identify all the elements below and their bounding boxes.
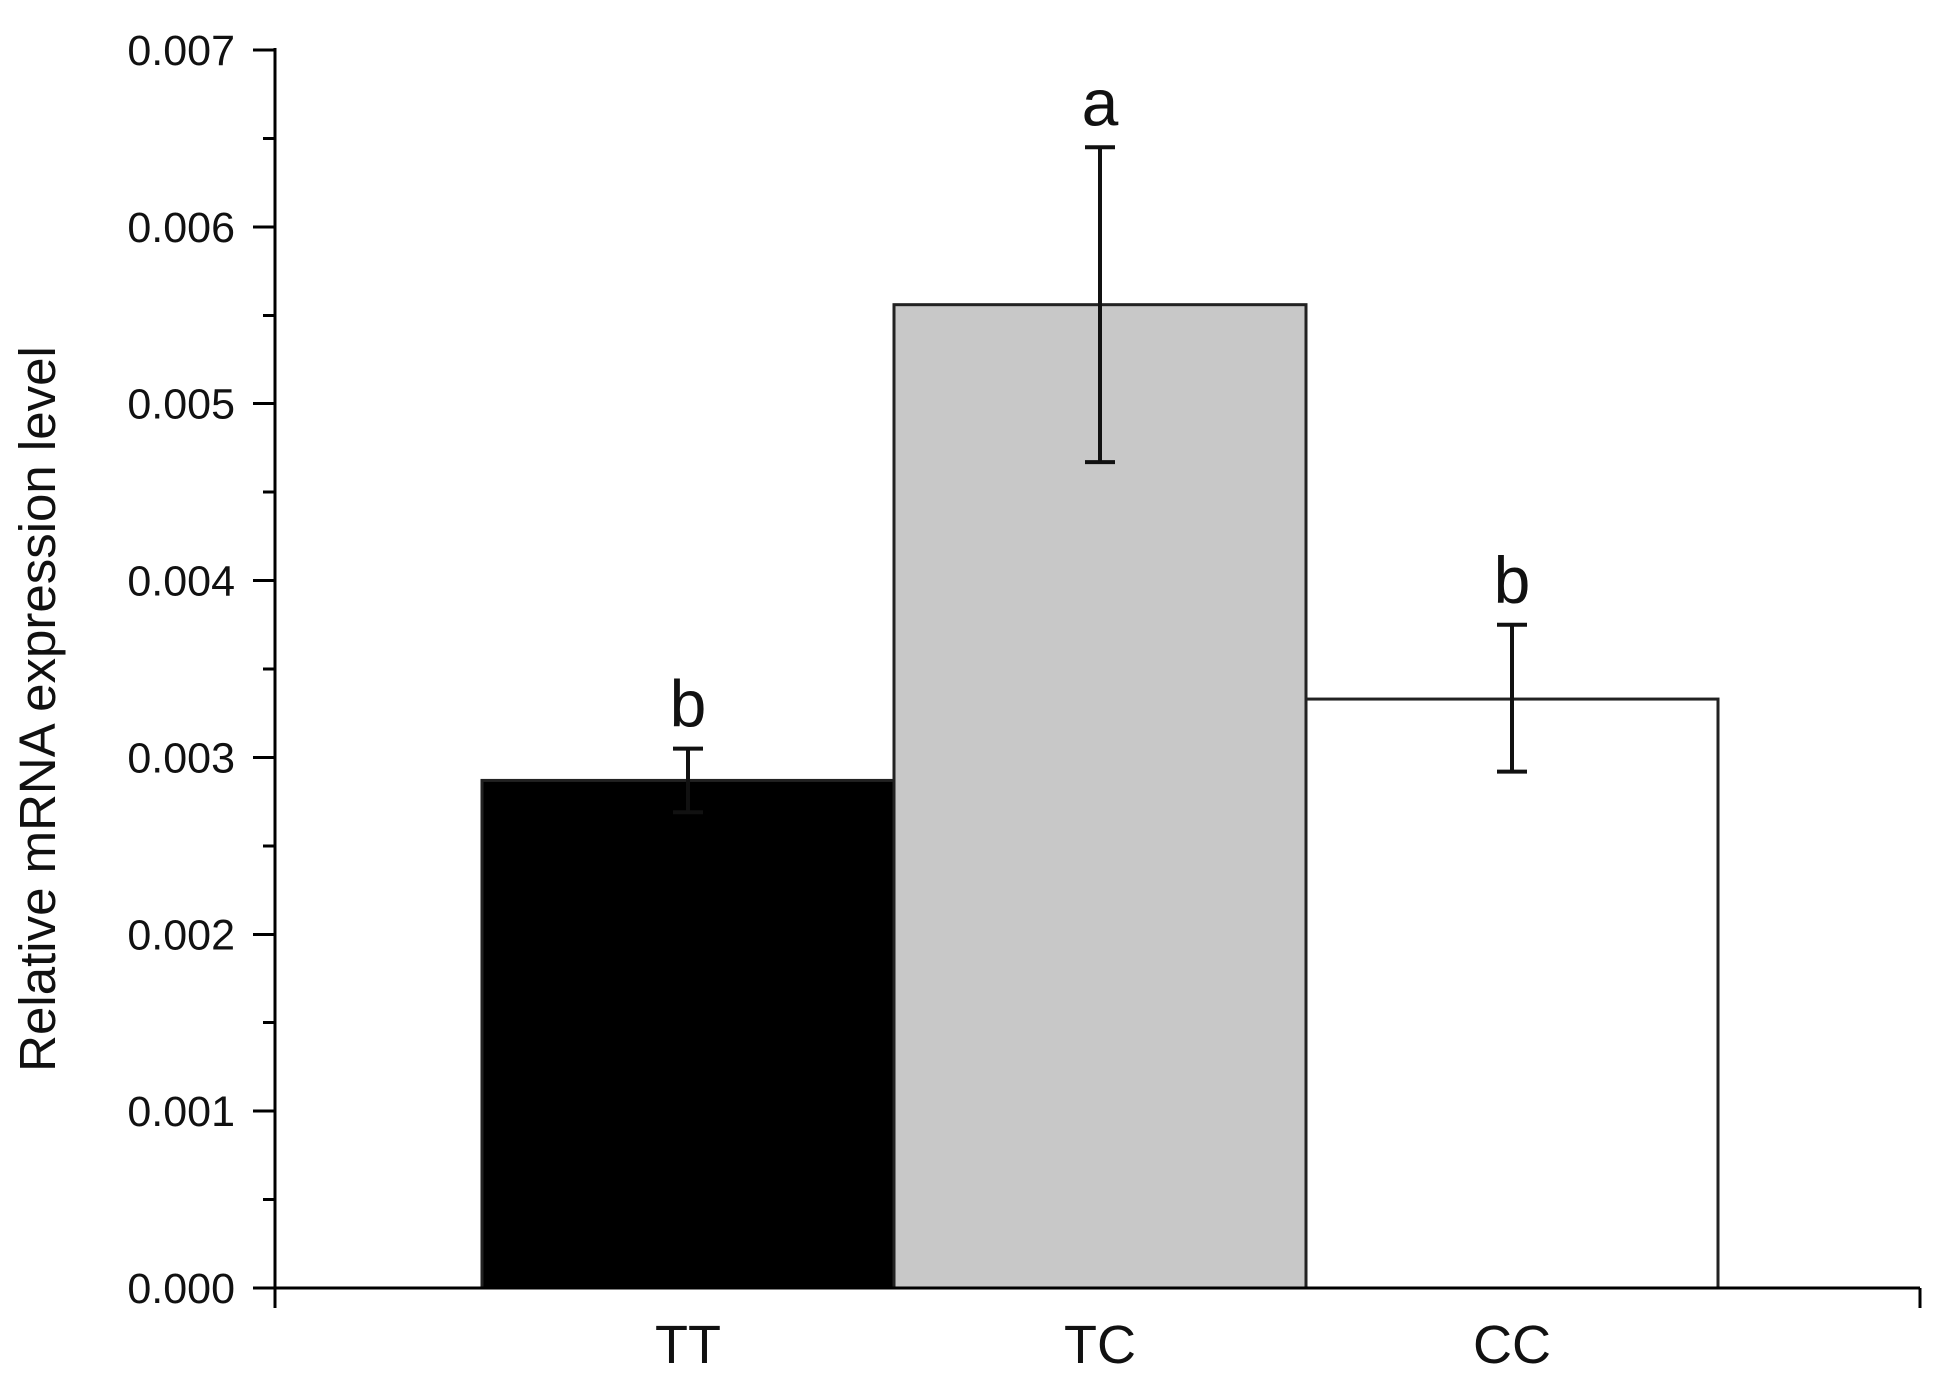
y-tick-label: 0.001 xyxy=(127,1088,235,1136)
x-category-label: TT xyxy=(655,1315,721,1375)
x-category-label: CC xyxy=(1473,1315,1551,1375)
y-ticks-layer xyxy=(253,48,1922,1308)
y-tick-label: 0.000 xyxy=(127,1265,235,1313)
x-category-label: TC xyxy=(1064,1315,1136,1375)
significance-label: b xyxy=(670,667,707,741)
y-tick-label: 0.003 xyxy=(127,734,235,782)
labels-layer: 0.000 0.001 0.002 0.003 0.004 0.005 0.006 0.007… xyxy=(127,27,1551,1375)
bar-tt xyxy=(480,778,896,1290)
y-tick-label: 0.004 xyxy=(127,558,235,606)
y-tick-label: 0.006 xyxy=(127,204,235,252)
significance-label: b xyxy=(1494,543,1531,617)
axes-layer xyxy=(273,48,1920,1308)
y-tick-label: 0.002 xyxy=(127,911,235,959)
y-tick-label: 0.007 xyxy=(127,27,235,75)
error-bars-layer xyxy=(673,145,1527,815)
bar-cc xyxy=(1304,697,1720,1290)
y-axis-title: Relative mRNA expression level xyxy=(9,346,66,1072)
bar-tc xyxy=(892,303,1308,1290)
y-tick-label: 0.005 xyxy=(127,381,235,429)
significance-label: a xyxy=(1082,65,1119,139)
